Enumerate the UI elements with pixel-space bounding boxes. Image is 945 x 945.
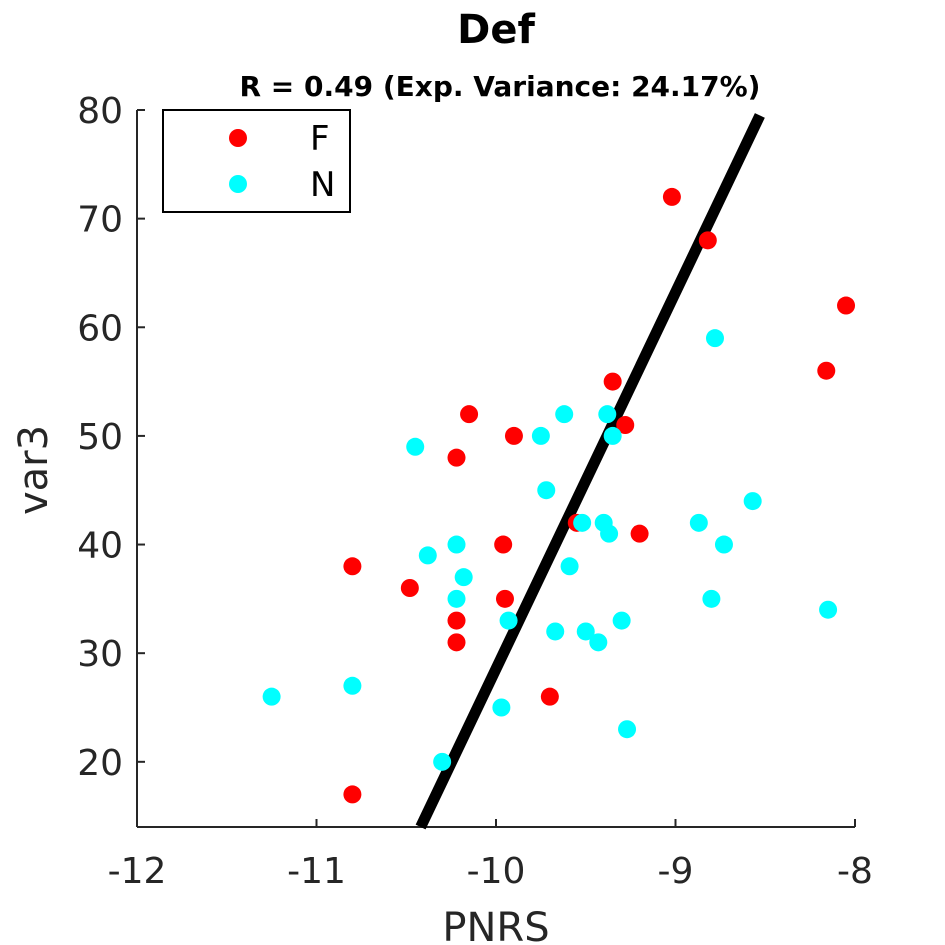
legend-box (162, 109, 351, 213)
legend-label-f: F (310, 119, 330, 159)
legend: FN (162, 109, 351, 213)
data-point-f (817, 361, 836, 380)
data-point-n (589, 633, 608, 652)
data-point-f (447, 633, 466, 652)
data-point-n (618, 720, 637, 739)
data-point-f (603, 372, 622, 391)
data-point-n (702, 589, 721, 608)
data-point-f (343, 785, 362, 804)
x-tick-label: -12 (108, 851, 167, 892)
x-axis-label: PNRS (442, 905, 549, 945)
data-point-n (612, 611, 631, 630)
data-point-f (495, 589, 514, 608)
data-point-f (400, 579, 419, 597)
data-point-n (560, 557, 579, 576)
y-tick-label: 80 (77, 91, 123, 132)
data-point-f (460, 405, 479, 424)
x-tick-label: -11 (287, 851, 346, 892)
data-point-n (537, 481, 556, 500)
data-point-n (555, 405, 574, 424)
data-point-n (600, 524, 619, 543)
x-tick-label: -10 (467, 851, 526, 892)
data-point-n (262, 687, 281, 706)
data-point-n (573, 513, 592, 532)
regression-line (415, 113, 765, 830)
data-point-f (630, 524, 649, 543)
data-point-n (343, 676, 362, 695)
data-point-n (433, 752, 452, 771)
data-point-f (662, 187, 681, 206)
data-point-n (499, 611, 518, 630)
data-point-n (819, 600, 838, 619)
data-point-n (447, 535, 466, 554)
y-tick-label: 60 (77, 308, 123, 349)
y-tick-label: 20 (77, 743, 123, 784)
y-tick-label: 70 (77, 200, 123, 241)
data-point-n (603, 426, 622, 445)
data-point-f (494, 535, 513, 554)
data-point-n (576, 622, 595, 641)
y-axis-label: var3 (11, 425, 57, 515)
data-point-n (447, 589, 466, 608)
chart-title: Def (457, 7, 535, 53)
data-point-f (504, 426, 523, 445)
fit-line-group (415, 113, 765, 830)
data-point-n (689, 513, 708, 532)
data-point-n (714, 535, 733, 554)
data-point-n (454, 568, 473, 587)
data-point-n (743, 492, 762, 511)
data-point-n (492, 698, 511, 717)
data-point-f (343, 557, 362, 576)
data-point-f (616, 416, 635, 435)
data-point-f (447, 611, 466, 630)
data-points (262, 187, 856, 804)
legend-marker-f (229, 129, 247, 147)
data-point-n (418, 546, 437, 565)
chart-subtitle: R = 0.49 (Exp. Variance: 24.17%) (240, 70, 761, 103)
x-tick-label: -9 (658, 851, 694, 892)
axes: -12 -11 -10 -9 -8 20 30 40 50 60 70 80 (77, 91, 873, 892)
x-tick-label: -8 (837, 851, 873, 892)
legend-label-n: N (310, 165, 335, 205)
data-point-n (406, 437, 425, 456)
y-tick-label: 40 (77, 526, 123, 567)
data-point-n (705, 329, 724, 348)
data-point-f (698, 231, 717, 250)
legend-marker-n (229, 175, 247, 193)
data-point-f (837, 296, 856, 315)
data-point-n (598, 405, 617, 424)
data-point-f (540, 687, 559, 706)
y-tick-label: 50 (77, 417, 123, 458)
y-tick-label: 30 (77, 634, 123, 675)
data-point-f (447, 448, 466, 467)
data-point-n (531, 426, 550, 445)
data-point-n (546, 622, 565, 641)
